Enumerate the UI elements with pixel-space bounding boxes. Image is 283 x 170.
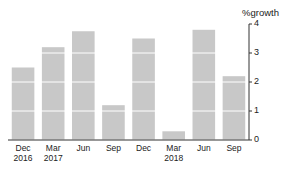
y-tick	[249, 82, 252, 83]
y-tick-label: 2	[254, 76, 259, 86]
x-axis-line	[8, 140, 249, 141]
x-tick-label: Jun	[76, 143, 90, 153]
y-tick	[249, 24, 252, 25]
bar	[162, 131, 185, 140]
x-tick-label: Mar2017	[44, 143, 63, 163]
bar	[102, 105, 125, 140]
bar	[223, 76, 246, 140]
x-tick-label: Sep	[106, 143, 121, 153]
x-tick-label: Jun	[197, 143, 211, 153]
plot-area	[8, 24, 249, 140]
y-axis-label: %growth	[242, 7, 279, 18]
chart-container: 0 1 2 3 4 Dec2016 Mar2017 Jun Sep Dec Mar2018 Jun Se…	[0, 0, 283, 170]
grid-line	[8, 53, 249, 54]
bar	[132, 39, 155, 141]
y-tick-label: 4	[254, 18, 259, 28]
x-tick-label: Mar2018	[164, 143, 183, 163]
y-tick	[249, 140, 252, 141]
y-tick	[249, 111, 252, 112]
grid-line	[8, 24, 249, 25]
grid-line	[8, 111, 249, 112]
bar	[72, 31, 95, 140]
chart: 0 1 2 3 4 Dec2016 Mar2017 Jun Sep Dec Mar2018 Jun Se…	[0, 0, 283, 170]
x-tick-label: Sep	[226, 143, 241, 153]
y-tick-label: 0	[254, 134, 259, 144]
y-tick-label: 1	[254, 105, 259, 115]
y-tick-label: 3	[254, 47, 259, 57]
bar	[12, 68, 35, 141]
grid-line	[8, 140, 249, 141]
x-tick-label: Dec	[136, 143, 152, 153]
bar	[42, 47, 65, 140]
y-tick	[249, 53, 252, 54]
x-tick-label: Dec2016	[14, 143, 33, 163]
grid-line	[8, 82, 249, 83]
bar	[193, 30, 216, 140]
